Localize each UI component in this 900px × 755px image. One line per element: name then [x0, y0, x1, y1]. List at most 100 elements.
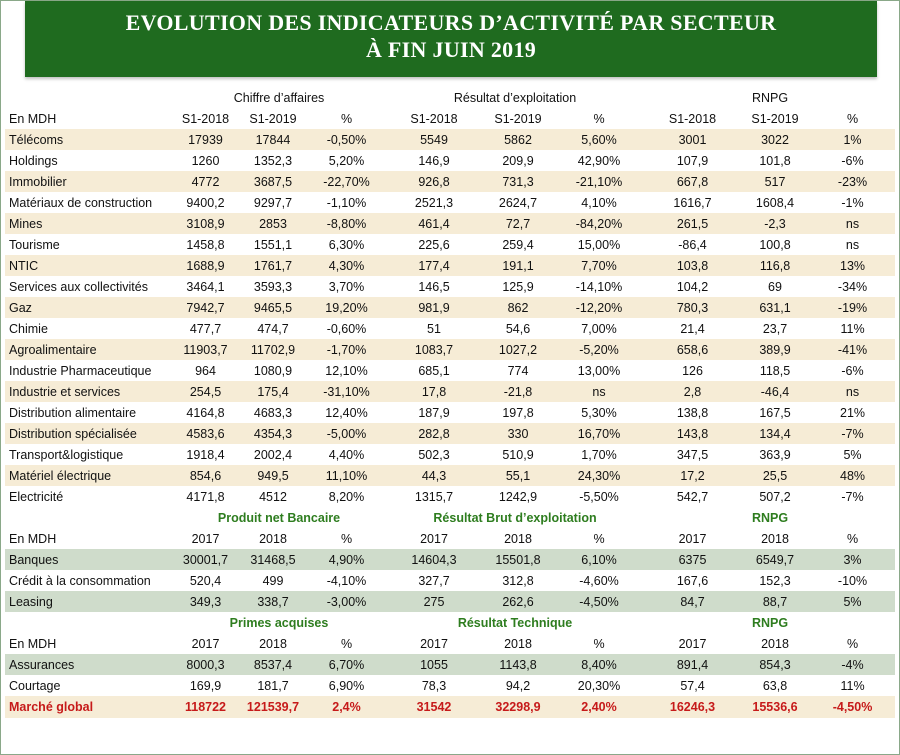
cell-value: 11903,7 — [173, 339, 238, 360]
column-header: S1-2019 — [740, 108, 810, 129]
cell-value: 502,3 — [385, 444, 483, 465]
table-row: Crédit à la consommation 520,4 499 -4,10% 32… — [5, 570, 896, 591]
cell-value: 1080,9 — [238, 360, 308, 381]
group-3-header: RNPG — [645, 87, 896, 108]
row-label: Banques — [5, 549, 173, 570]
table-row: Chimie 477,7 474,7 -0,60% 51 54,6 7,00% 21,4 23,… — [5, 318, 896, 339]
cell-value: 1% — [810, 129, 896, 150]
column-header: 2018 — [483, 633, 553, 654]
cell-value: 312,8 — [483, 570, 553, 591]
table-row: Matériel électrique 854,6 949,5 11,10% 44,3 5… — [5, 465, 896, 486]
cell-value: -2,3 — [740, 213, 810, 234]
row-label: Courtage — [5, 675, 173, 696]
cell-value: 4171,8 — [173, 486, 238, 507]
cell-value: 152,3 — [740, 570, 810, 591]
cell-value: 11702,9 — [238, 339, 308, 360]
cell-value: 2002,4 — [238, 444, 308, 465]
cell-value: 3% — [810, 549, 896, 570]
table-row: Industrie et services 254,5 175,4 -31,10% 17… — [5, 381, 896, 402]
table-row: Transport&logistique 1918,4 2002,4 4,40% 502… — [5, 444, 896, 465]
cell-value: 13,00% — [553, 360, 645, 381]
row-label: Electricité — [5, 486, 173, 507]
total-value: 16246,3 — [645, 696, 740, 718]
cell-value: 330 — [483, 423, 553, 444]
cell-value: 175,4 — [238, 381, 308, 402]
table-row: Tourisme 1458,8 1551,1 6,30% 225,6 259,4 15,00… — [5, 234, 896, 255]
cell-value: 125,9 — [483, 276, 553, 297]
cell-value: 63,8 — [740, 675, 810, 696]
row-label: Agroalimentaire — [5, 339, 173, 360]
total-value: -4,50% — [810, 696, 896, 718]
cell-value: 177,4 — [385, 255, 483, 276]
column-header-row: En MDH S1-2018 S1-2019% S1-2018 S1-2019% S1-2… — [5, 108, 896, 129]
table-row: Courtage 169,9 181,7 6,90% 78,3 94,2 20,30% 57,… — [5, 675, 896, 696]
title-line-1: EVOLUTION DES INDICATEURS D’ACTIVITÉ PAR… — [125, 10, 777, 35]
cell-value: 1458,8 — [173, 234, 238, 255]
cell-value: -4% — [810, 654, 896, 675]
table-row: Assurances 8000,3 8537,4 6,70% 1055 1143,8 8,4… — [5, 654, 896, 675]
cell-value: 474,7 — [238, 318, 308, 339]
total-value: 31542 — [385, 696, 483, 718]
cell-value: 338,7 — [238, 591, 308, 612]
cell-value: 6,70% — [308, 654, 385, 675]
cell-value: 1315,7 — [385, 486, 483, 507]
group-header-row: Primes acquises Résultat Technique RNPG — [5, 612, 896, 633]
cell-value: 780,3 — [645, 297, 740, 318]
cell-value: 5% — [810, 591, 896, 612]
table-row: Leasing 349,3 338,7 -3,00% 275 262,6 -4,50% 84,… — [5, 591, 896, 612]
total-value: 32298,9 — [483, 696, 553, 718]
column-header: 2017 — [645, 633, 740, 654]
cell-value: 126 — [645, 360, 740, 381]
cell-value: 88,7 — [740, 591, 810, 612]
cell-value: -22,70% — [308, 171, 385, 192]
cell-value: 964 — [173, 360, 238, 381]
column-header-row: En MDH 2017 2018% 2017 2018% 2017 2018% — [5, 633, 896, 654]
cell-value: 167,5 — [740, 402, 810, 423]
total-value: 15536,6 — [740, 696, 810, 718]
cell-value: -1% — [810, 192, 896, 213]
row-label: Industrie et services — [5, 381, 173, 402]
cell-value: 143,8 — [645, 423, 740, 444]
cell-value: 72,7 — [483, 213, 553, 234]
cell-value: 78,3 — [385, 675, 483, 696]
table-row: Industrie Pharmaceutique 964 1080,9 12,10% 6… — [5, 360, 896, 381]
cell-value: 84,7 — [645, 591, 740, 612]
cell-value: 8,20% — [308, 486, 385, 507]
cell-value: 5,20% — [308, 150, 385, 171]
column-header: % — [308, 108, 385, 129]
cell-value: 774 — [483, 360, 553, 381]
group-3-header: RNPG — [645, 507, 896, 528]
cell-value: 209,9 — [483, 150, 553, 171]
cell-value: 17,8 — [385, 381, 483, 402]
unit-label: En MDH — [5, 108, 173, 129]
cell-value: ns — [810, 213, 896, 234]
cell-value: 19,20% — [308, 297, 385, 318]
cell-value: -41% — [810, 339, 896, 360]
total-value: 118722 — [173, 696, 238, 718]
cell-value: 23,7 — [740, 318, 810, 339]
cell-value: ns — [553, 381, 645, 402]
cell-value: 103,8 — [645, 255, 740, 276]
cell-value: 187,9 — [385, 402, 483, 423]
cell-value: -3,00% — [308, 591, 385, 612]
cell-value: -1,10% — [308, 192, 385, 213]
group-2-header: Résultat Brut d’exploitation — [385, 507, 645, 528]
cell-value: -5,50% — [553, 486, 645, 507]
cell-value: 981,9 — [385, 297, 483, 318]
table-row: Gaz 7942,7 9465,5 19,20% 981,9 862 -12,20% 780,… — [5, 297, 896, 318]
row-label: Assurances — [5, 654, 173, 675]
cell-value: 507,2 — [740, 486, 810, 507]
cell-value: 1761,7 — [238, 255, 308, 276]
cell-value: 3001 — [645, 129, 740, 150]
cell-value: 2,8 — [645, 381, 740, 402]
table-row: Immobilier 4772 3687,5 -22,70% 926,8 731,3 -21… — [5, 171, 896, 192]
row-label: Matériel électrique — [5, 465, 173, 486]
table-row: Matériaux de construction 9400,2 9297,7 -1,… — [5, 192, 896, 213]
cell-value: 16,70% — [553, 423, 645, 444]
cell-value: 100,8 — [740, 234, 810, 255]
cell-value: 69 — [740, 276, 810, 297]
cell-value: 6,90% — [308, 675, 385, 696]
cell-value: -23% — [810, 171, 896, 192]
column-header: S1-2018 — [173, 108, 238, 129]
column-header: S1-2018 — [645, 108, 740, 129]
